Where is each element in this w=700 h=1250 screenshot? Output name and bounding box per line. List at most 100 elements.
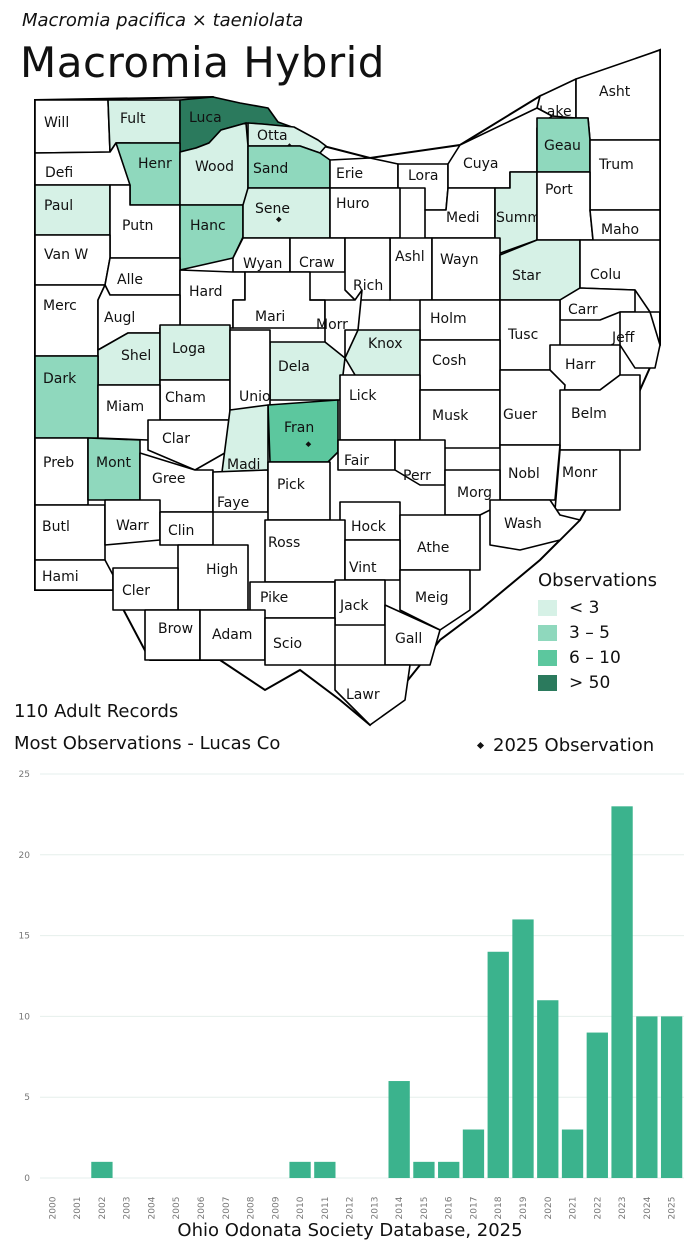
county-label: Cham bbox=[165, 390, 206, 406]
bar-2019 bbox=[512, 919, 534, 1178]
legend-label: 3 – 5 bbox=[569, 622, 610, 643]
county-butl: Butl bbox=[34, 504, 106, 561]
county-adam: Adam bbox=[199, 609, 266, 661]
y-tick-label: 15 bbox=[19, 932, 30, 942]
county-cler: Cler bbox=[112, 567, 179, 611]
county-jeff: Jeff bbox=[611, 311, 661, 369]
x-tick-label: 2001 bbox=[73, 1197, 83, 1220]
county-miam: Miam bbox=[97, 384, 161, 441]
county-shape bbox=[489, 499, 581, 551]
county-pick: Pick bbox=[267, 461, 331, 521]
observation-2025-label: 2025 Observation bbox=[493, 735, 655, 756]
bar-2016 bbox=[438, 1161, 460, 1178]
county-label: Holm bbox=[430, 311, 467, 327]
county-label: Luca bbox=[189, 110, 222, 126]
x-tick-label: 2000 bbox=[48, 1196, 58, 1219]
x-tick-label: 2014 bbox=[395, 1196, 405, 1219]
x-tick-label: 2019 bbox=[519, 1196, 529, 1219]
county-label: Hanc bbox=[190, 218, 226, 234]
county-label: Summ bbox=[496, 210, 541, 226]
county-label: Wood bbox=[195, 159, 234, 175]
county-label: Augl bbox=[104, 310, 135, 326]
county-henr: Henr bbox=[115, 142, 181, 206]
x-tick-label: 2003 bbox=[123, 1197, 133, 1220]
county-label: Cosh bbox=[432, 353, 467, 369]
legend-label: 6 – 10 bbox=[569, 647, 621, 668]
county-label: Mari bbox=[255, 309, 285, 325]
x-tick-label: 2008 bbox=[247, 1196, 257, 1219]
county-shape bbox=[34, 284, 106, 357]
county-cham: Cham bbox=[159, 379, 231, 421]
county-hock: Hock bbox=[339, 501, 401, 541]
county-label: Paul bbox=[44, 198, 73, 214]
bar-2014 bbox=[388, 1081, 410, 1178]
x-tick-label: 2022 bbox=[593, 1197, 603, 1220]
page-title: Macromia Hybrid bbox=[20, 38, 385, 87]
x-tick-label: 2012 bbox=[346, 1197, 356, 1220]
county-meig: Meig bbox=[399, 569, 471, 631]
county-trum: Trum bbox=[589, 139, 661, 211]
bar-2018 bbox=[487, 951, 509, 1178]
x-tick-label: 2015 bbox=[420, 1197, 430, 1220]
county-label: Wash bbox=[504, 516, 542, 532]
county-label: Maho bbox=[601, 222, 639, 238]
county-clin: Clin bbox=[159, 511, 214, 546]
county-van-w: Van W bbox=[34, 234, 111, 286]
county-shape bbox=[431, 237, 501, 301]
county-paul: Paul bbox=[34, 184, 111, 236]
county-label: Gree bbox=[152, 471, 186, 487]
county-label: Wayn bbox=[440, 252, 479, 268]
county-lick: Lick bbox=[339, 374, 421, 441]
county-shape bbox=[264, 519, 346, 583]
x-tick-label: 2011 bbox=[321, 1197, 331, 1220]
county-pike: Pike bbox=[249, 581, 336, 619]
county-label: Athe bbox=[417, 540, 449, 556]
county-label: Pick bbox=[277, 477, 306, 493]
x-tick-label: 2005 bbox=[172, 1197, 182, 1220]
county-cosh: Cosh bbox=[419, 339, 501, 391]
county-clar: Clar bbox=[147, 419, 231, 471]
county-shape bbox=[147, 419, 231, 471]
county-label: Erie bbox=[336, 166, 363, 182]
county-label: Cuya bbox=[463, 156, 499, 172]
y-tick-label: 10 bbox=[19, 1012, 31, 1022]
county-label: Butl bbox=[42, 519, 70, 535]
county-label: Huro bbox=[336, 196, 369, 212]
county-label: Ross bbox=[268, 535, 300, 551]
county-loga: Loga bbox=[159, 324, 231, 381]
county-musk: Musk bbox=[419, 389, 501, 449]
county-label: Gall bbox=[395, 631, 422, 647]
county-label: Shel bbox=[121, 348, 151, 364]
county-rich: Rich bbox=[344, 237, 391, 301]
observation-2025-note: 2025 Observation bbox=[476, 735, 655, 756]
bar-2024 bbox=[636, 1016, 658, 1178]
county-label: Van W bbox=[44, 247, 88, 263]
observation-2025-marker bbox=[305, 441, 312, 448]
bar-2017 bbox=[462, 1129, 485, 1178]
x-tick-label: 2017 bbox=[469, 1197, 479, 1220]
observation-2025-marker bbox=[275, 216, 282, 223]
county-shape bbox=[339, 374, 421, 441]
legend-item: 3 – 5 bbox=[538, 620, 657, 645]
county-athe: Athe bbox=[399, 514, 481, 571]
county-label: Port bbox=[545, 182, 573, 198]
county-label: High bbox=[206, 562, 238, 578]
county-label: Perr bbox=[403, 468, 431, 484]
x-tick-label: 2023 bbox=[618, 1197, 628, 1220]
county-madi: Madi bbox=[221, 404, 269, 473]
county-holm: Holm bbox=[419, 299, 501, 341]
county-label: Hard bbox=[189, 284, 223, 300]
county-label: Knox bbox=[368, 336, 402, 352]
county-label: Adam bbox=[212, 627, 252, 643]
county-label: Henr bbox=[138, 156, 172, 172]
county-belm: Belm bbox=[559, 374, 641, 451]
data-source: Ohio Odonata Society Database, 2025 bbox=[177, 1220, 523, 1241]
county-shape bbox=[399, 569, 471, 631]
county-label: Colu bbox=[590, 267, 621, 283]
county-shape bbox=[34, 437, 89, 506]
species-subtitle: Macromia pacifica × taeniolata bbox=[22, 10, 304, 31]
county-fran: Fran bbox=[267, 399, 339, 463]
county-label: Ashl bbox=[395, 249, 425, 265]
county-hami: Hami bbox=[34, 559, 114, 591]
